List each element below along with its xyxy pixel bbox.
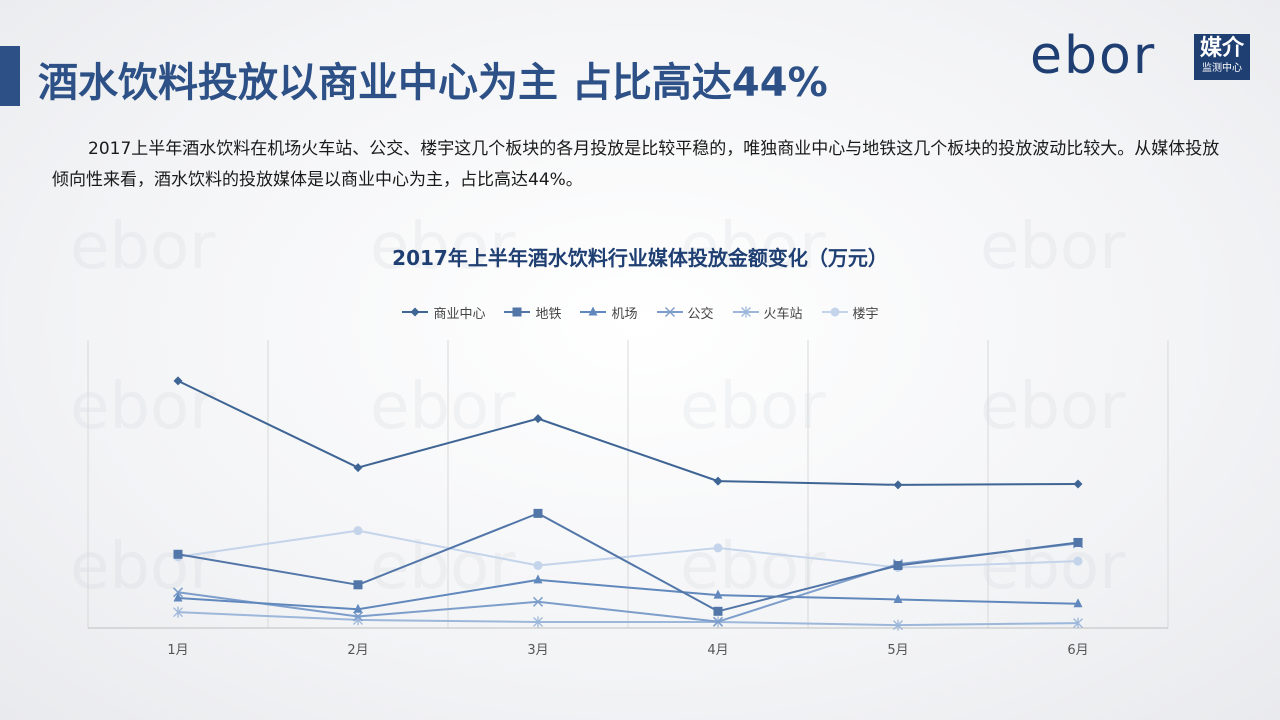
data-point <box>713 476 723 486</box>
data-point <box>173 376 183 386</box>
x-tick-label: 4月 <box>707 643 728 658</box>
description-paragraph: 2017上半年酒水饮料在机场火车站、公交、楼宇这几个板块的各月投放是比较平稳的，… <box>52 139 1220 190</box>
legend-label: 机场 <box>611 306 638 322</box>
series-line-2 <box>177 578 1079 611</box>
legend-swatch <box>821 307 848 317</box>
watermark: ebor <box>370 530 516 604</box>
data-point <box>173 606 183 618</box>
watermark: ebor <box>680 530 826 604</box>
x-tick-label: 2月 <box>347 643 368 658</box>
logo-text: ebor <box>1030 26 1157 86</box>
data-point <box>533 414 543 424</box>
legend-marker <box>830 307 840 317</box>
legend-label: 楼宇 <box>852 306 879 322</box>
data-point <box>1073 479 1083 489</box>
legend-item: 地铁 <box>503 302 561 322</box>
legend-marker <box>740 306 751 318</box>
legend-label: 地铁 <box>535 306 562 322</box>
data-point <box>1073 556 1083 566</box>
chart-title: 2017年上半年酒水饮料行业媒体投放金额变化（万元） <box>392 246 888 270</box>
data-point <box>533 508 543 518</box>
series-line-0 <box>177 379 1079 486</box>
x-tick-label: 6月 <box>1067 643 1088 658</box>
legend-marker <box>588 306 598 316</box>
data-point <box>713 606 723 616</box>
ebor-logo: ebor 媒介 监测中心 <box>1030 30 1252 84</box>
data-point <box>1073 598 1083 608</box>
legend-marker <box>410 307 420 317</box>
watermark: ebor <box>980 210 1126 284</box>
watermark: ebor <box>70 370 216 444</box>
x-tick-label: 1月 <box>167 643 188 658</box>
x-tick-label: 5月 <box>887 643 908 658</box>
data-point <box>172 587 184 598</box>
legend-marker <box>512 307 522 317</box>
legend-item: 商业中心 <box>401 302 485 322</box>
watermark: ebor <box>70 530 216 604</box>
data-point <box>712 616 724 627</box>
legend-marker <box>664 306 675 318</box>
data-point <box>353 580 363 590</box>
data-point <box>713 543 723 553</box>
data-point <box>893 480 903 490</box>
legend-item: 楼宇 <box>821 302 879 322</box>
watermark: ebor <box>680 370 826 444</box>
watermark: ebor <box>980 530 1126 604</box>
logo-badge: 媒介 监测中心 <box>1194 34 1250 80</box>
data-point <box>532 596 544 607</box>
series-line-3 <box>177 542 1079 623</box>
legend-swatch <box>732 306 759 318</box>
data-point <box>353 603 363 613</box>
series-line-1 <box>177 512 1079 613</box>
legend-label: 火车站 <box>763 306 803 322</box>
logo-badge-main: 媒介 <box>1199 36 1244 61</box>
data-point <box>1073 617 1083 629</box>
legend-label: 商业中心 <box>433 306 486 322</box>
page-title: 酒水饮料投放以商业中心为主 占比高达44% <box>38 60 828 106</box>
watermark: ebor <box>980 370 1126 444</box>
data-point <box>533 561 543 571</box>
legend-item: 公交 <box>656 302 714 322</box>
logo-badge-sub: 监测中心 <box>1202 63 1242 74</box>
legend-swatch <box>504 307 531 317</box>
data-point <box>893 561 903 571</box>
legend-item: 机场 <box>579 302 638 322</box>
series-line-4 <box>177 611 1079 627</box>
legend-swatch <box>580 306 607 316</box>
data-point <box>533 574 543 584</box>
title-accent-bar <box>0 46 20 106</box>
data-point <box>533 616 543 628</box>
chart-legend: 商业中心 地铁 机场 公交 火车站 楼宇 <box>0 302 1280 322</box>
data-point <box>173 592 183 602</box>
x-tick-label: 3月 <box>527 643 548 658</box>
watermark: ebor <box>680 210 826 284</box>
data-point <box>1073 537 1083 547</box>
legend-swatch <box>656 306 683 318</box>
data-point <box>352 611 364 622</box>
data-point <box>893 619 903 631</box>
data-point <box>713 589 723 599</box>
data-point <box>353 526 363 536</box>
legend-item: 火车站 <box>732 302 803 322</box>
watermark: ebor <box>370 210 516 284</box>
legend-swatch <box>402 307 429 317</box>
series-line-5 <box>177 529 1079 569</box>
legend-label: 公交 <box>687 306 714 322</box>
watermark: ebor <box>70 210 216 284</box>
data-point <box>173 549 183 559</box>
data-point <box>893 593 903 603</box>
data-point <box>353 463 363 473</box>
